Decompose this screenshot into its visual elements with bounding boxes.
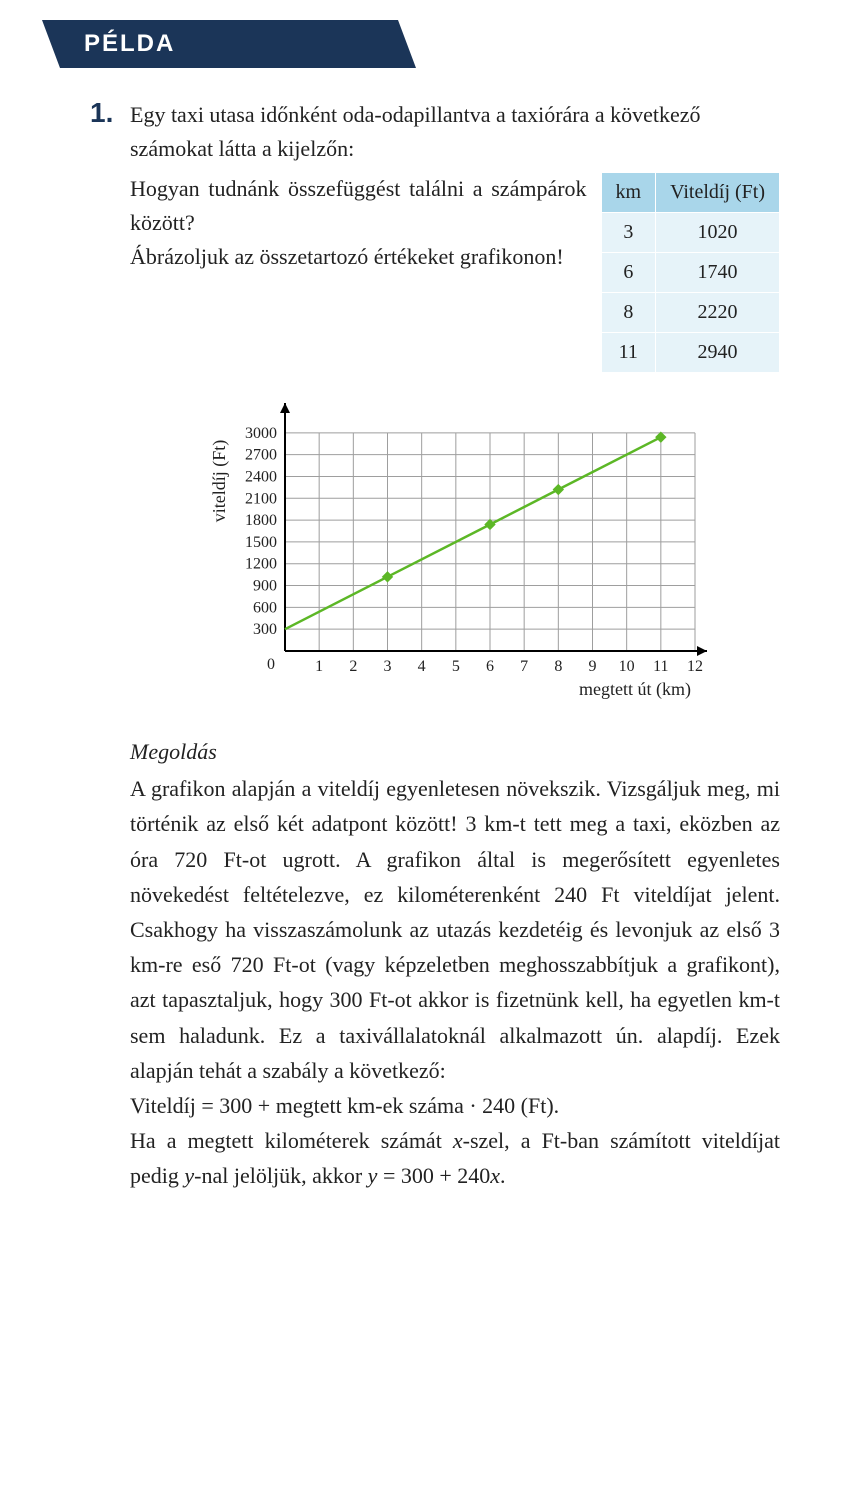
svg-text:megtett út (km): megtett út (km) <box>579 679 691 700</box>
banner-title: PÉLDA <box>84 30 175 57</box>
svg-text:3000: 3000 <box>245 425 277 442</box>
svg-text:1800: 1800 <box>245 512 277 529</box>
page: PÉLDA 1. Egy taxi utasa időnként oda-oda… <box>0 20 850 1233</box>
svg-text:10: 10 <box>619 658 635 675</box>
table-cell: 1020 <box>656 213 780 253</box>
example-item: 1. Egy taxi utasa időnként oda-odapillan… <box>90 98 780 721</box>
svg-text:3: 3 <box>384 658 392 675</box>
svg-text:300: 300 <box>253 621 277 638</box>
table-cell: 1740 <box>656 253 780 293</box>
svg-text:2700: 2700 <box>245 447 277 464</box>
solution-block: Megoldás A grafikon alapján a viteldíj e… <box>90 739 780 1193</box>
item-number: 1. <box>90 98 130 129</box>
svg-text:6: 6 <box>486 658 494 675</box>
solution-formula: Viteldíj = 300 + megtett km-ek száma · 2… <box>130 1088 780 1123</box>
svg-text:4: 4 <box>418 658 426 675</box>
svg-text:7: 7 <box>520 658 528 675</box>
svg-text:900: 900 <box>253 578 277 595</box>
svg-text:11: 11 <box>653 658 668 675</box>
table-row: 61740 <box>601 253 779 293</box>
table-cell: 2940 <box>656 333 780 373</box>
table-cell: 2220 <box>656 293 780 333</box>
table-cell: 11 <box>601 333 656 373</box>
chart-container: 1234567891011123006009001200150018002100… <box>130 391 780 711</box>
svg-text:12: 12 <box>687 658 703 675</box>
table-header-row: km Viteldíj (Ft) <box>601 173 779 213</box>
table-row: 112940 <box>601 333 779 373</box>
svg-text:0: 0 <box>267 656 275 673</box>
svg-text:1200: 1200 <box>245 556 277 573</box>
fare-table: km Viteldíj (Ft) 310206174082220112940 <box>601 172 780 373</box>
svg-text:1: 1 <box>315 658 323 675</box>
solution-closing: Ha a megtett kilométerek számát x-szel, … <box>130 1123 780 1193</box>
item-body: Egy taxi utasa időnként oda-odapillantva… <box>130 98 780 721</box>
svg-text:2400: 2400 <box>245 469 277 486</box>
svg-text:5: 5 <box>452 658 460 675</box>
svg-text:2100: 2100 <box>245 490 277 507</box>
svg-text:9: 9 <box>589 658 597 675</box>
table-header-km: km <box>601 173 656 213</box>
table-cell: 3 <box>601 213 656 253</box>
svg-text:1500: 1500 <box>245 534 277 551</box>
svg-text:600: 600 <box>253 600 277 617</box>
question-text: Hogyan tudnánk összefüggést találni a sz… <box>130 172 601 274</box>
solution-body: A grafikon alapján a viteldíj egyenletes… <box>130 771 780 1088</box>
intro-text: Egy taxi utasa időnként oda-odapillantva… <box>130 98 780 166</box>
table-cell: 6 <box>601 253 656 293</box>
svg-text:2: 2 <box>349 658 357 675</box>
section-banner: PÉLDA <box>60 20 398 68</box>
table-cell: 8 <box>601 293 656 333</box>
fare-chart: 1234567891011123006009001200150018002100… <box>195 391 715 711</box>
table-row: 31020 <box>601 213 779 253</box>
question-and-table: Hogyan tudnánk összefüggést találni a sz… <box>130 172 780 373</box>
svg-text:8: 8 <box>554 658 562 675</box>
content-area: 1. Egy taxi utasa időnként oda-odapillan… <box>0 98 850 1193</box>
table-header-fare: Viteldíj (Ft) <box>656 173 780 213</box>
table-row: 82220 <box>601 293 779 333</box>
svg-text:viteldíj (Ft): viteldíj (Ft) <box>209 440 230 523</box>
solution-title: Megoldás <box>130 739 780 765</box>
